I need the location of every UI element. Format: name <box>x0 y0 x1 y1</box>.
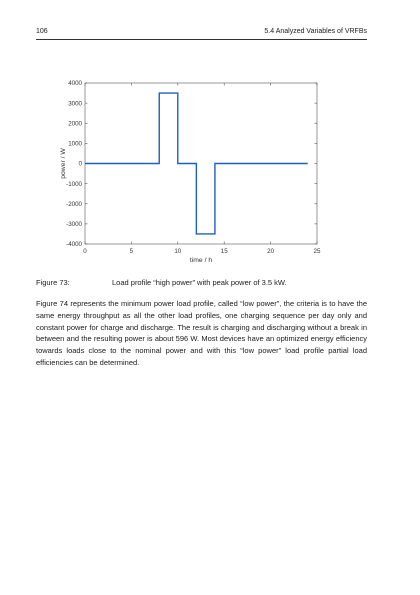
y-tick-label: -3000 <box>66 221 82 228</box>
page-number: 106 <box>36 28 48 35</box>
page-header: 106 5.4 Analyzed Variables of VRFBs <box>36 27 367 40</box>
x-tick-label: 20 <box>267 248 274 255</box>
y-tick-label: -2000 <box>66 201 82 208</box>
x-tick-label: 15 <box>221 248 228 255</box>
x-axis-label: time / h <box>190 257 213 264</box>
y-tick-label: 1000 <box>68 141 82 148</box>
x-tick-label: 10 <box>174 248 181 255</box>
x-tick-label: 0 <box>83 248 87 255</box>
figure-caption-text: Load profile “high power” with peak powe… <box>112 278 287 287</box>
x-tick-label: 5 <box>130 248 134 255</box>
series-line <box>85 92 308 235</box>
figure-label: Figure 73: <box>36 278 70 287</box>
body-paragraph: Figure 74 represents the minimum power l… <box>36 299 367 367</box>
y-tick-label: -1000 <box>66 181 82 188</box>
y-tick-label: 4000 <box>68 80 82 87</box>
y-axis-label: power / W <box>60 148 67 179</box>
y-tick-label: -4000 <box>66 241 82 248</box>
load-profile-chart: 0 5 10 15 20 25 4000 3000 2000 1000 0 -1000 -2000 -30… <box>60 80 321 264</box>
x-tick-label: 25 <box>314 248 321 255</box>
section-title: 5.4 Analyzed Variables of VRFBs <box>264 28 367 35</box>
y-tick-label: 3000 <box>68 100 82 107</box>
y-tick-label: 0 <box>79 161 83 168</box>
y-tick-label: 2000 <box>68 120 82 127</box>
